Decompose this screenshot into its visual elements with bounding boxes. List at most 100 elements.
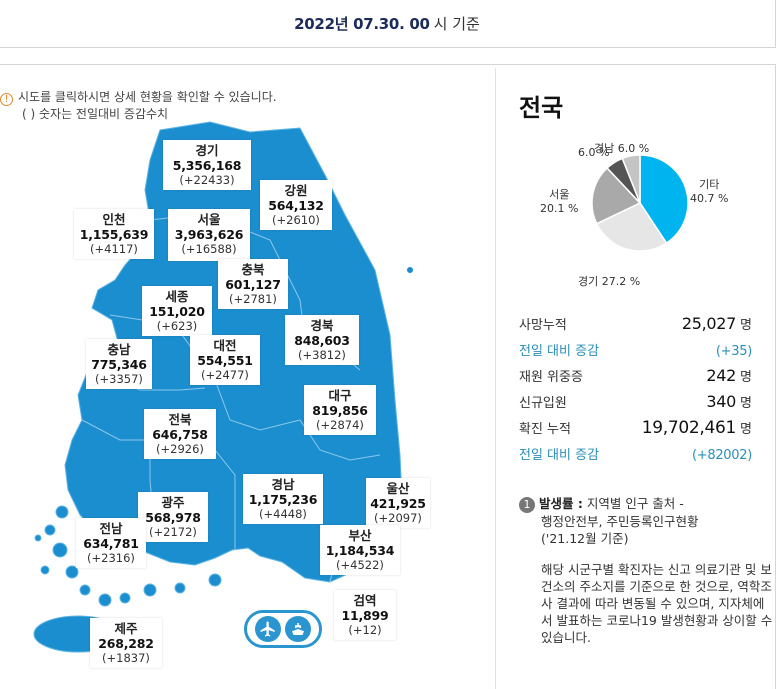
region-count: 5,356,168 bbox=[172, 158, 242, 173]
region-busan[interactable]: 부산 1,184,534 (+4522) bbox=[320, 525, 400, 575]
pie-label-etc: 기타 40.7 % bbox=[690, 178, 729, 205]
region-count: 601,127 bbox=[225, 277, 281, 292]
region-name: 인천 bbox=[102, 212, 126, 227]
note-line3: ('21.12월 기준) bbox=[541, 531, 629, 546]
region-count: 564,132 bbox=[268, 198, 324, 213]
region-change: (+2097) bbox=[374, 511, 422, 525]
incidence-note: 1 발생률 : 지역별 인구 출처 - 행정안전부, 주민등록인구현황 ('21.… bbox=[519, 495, 775, 646]
stat-label: 사망누적 bbox=[519, 318, 567, 333]
region-count: 646,758 bbox=[152, 427, 208, 442]
region-count: 554,551 bbox=[197, 353, 253, 368]
region-name: 울산 bbox=[386, 481, 410, 496]
region-name: 대구 bbox=[328, 388, 352, 403]
quarantine-icons[interactable] bbox=[244, 610, 322, 648]
region-change: (+2477) bbox=[201, 368, 249, 382]
stat-deaths-change: 전일 대비 증감 (+35) bbox=[519, 340, 752, 366]
note-body: 해당 시군구별 확진자는 신고 의료기관 및 보건소의 주소지를 기준으로 한 … bbox=[541, 562, 773, 645]
stat-unit: 명 bbox=[740, 422, 752, 437]
region-count: 151,020 bbox=[149, 304, 205, 319]
region-count: 3,963,626 bbox=[174, 227, 244, 242]
region-gwangju[interactable]: 광주 568,978 (+2172) bbox=[138, 492, 208, 542]
region-name: 경기 bbox=[195, 143, 219, 158]
region-jeju[interactable]: 제주 268,282 (+1837) bbox=[90, 618, 162, 668]
stat-value: 242 bbox=[706, 366, 737, 385]
region-ulsan[interactable]: 울산 421,925 (+2097) bbox=[366, 478, 430, 528]
region-name: 전북 bbox=[168, 412, 192, 427]
notice-line1: 시도를 클릭하시면 상세 현황을 확인할 수 있습니다. bbox=[18, 90, 277, 104]
region-name: 충남 bbox=[107, 342, 131, 357]
region-change: (+2781) bbox=[229, 292, 277, 306]
regional-pie-chart bbox=[591, 154, 689, 252]
pie-slice-2 bbox=[591, 166, 642, 225]
region-daegu[interactable]: 대구 819,856 (+2874) bbox=[304, 385, 376, 435]
stat-value: (+35) bbox=[715, 344, 752, 359]
region-count: 634,781 bbox=[83, 536, 139, 551]
region-chungnam[interactable]: 충남 775,346 (+3357) bbox=[86, 339, 152, 389]
region-name: 세종 bbox=[165, 289, 189, 304]
region-jeonnam[interactable]: 전남 634,781 (+2316) bbox=[76, 518, 146, 568]
stat-deaths: 사망누적 25,027 명 bbox=[519, 314, 752, 340]
stat-confirmed: 확진 누적 19,702,461 명 bbox=[519, 418, 752, 444]
pie-slice-4 bbox=[621, 154, 641, 204]
region-change: (+3357) bbox=[95, 372, 143, 386]
region-gyeongnam[interactable]: 경남 1,175,236 (+4448) bbox=[243, 474, 323, 524]
region-change: (+2172) bbox=[149, 525, 197, 539]
stat-label: 신규입원 bbox=[519, 396, 567, 411]
region-name: 전남 bbox=[99, 521, 123, 536]
region-change: (+1837) bbox=[102, 651, 150, 665]
region-quarantine[interactable]: 검역 11,899 (+12) bbox=[334, 590, 396, 640]
region-change: (+16588) bbox=[181, 242, 237, 256]
date-header: 2022년 07.30. 00 시 기준 bbox=[0, 0, 776, 48]
panel-title: 전국 bbox=[519, 94, 564, 122]
pie-label-gyeonggi: 경기 27.2 % bbox=[578, 275, 641, 288]
region-gyeongbuk[interactable]: 경북 848,603 (+3812) bbox=[285, 315, 359, 365]
airplane-icon bbox=[255, 616, 281, 642]
info-icon: ! bbox=[0, 93, 13, 106]
region-name: 부산 bbox=[348, 528, 372, 543]
region-name: 대전 bbox=[213, 338, 237, 353]
region-count: 1,175,236 bbox=[248, 492, 318, 507]
region-change: (+22433) bbox=[179, 173, 235, 187]
stat-value: 25,027 bbox=[681, 314, 737, 333]
region-daejeon[interactable]: 대전 554,551 (+2477) bbox=[190, 335, 260, 385]
panel-divider bbox=[495, 68, 496, 689]
region-chungbuk[interactable]: 충북 601,127 (+2781) bbox=[218, 259, 288, 309]
note-line2: 행정안전부, 주민등록인구현황 bbox=[541, 514, 699, 529]
region-jeonbuk[interactable]: 전북 646,758 (+2926) bbox=[144, 409, 216, 459]
region-name: 경북 bbox=[310, 318, 334, 333]
region-change: (+2926) bbox=[156, 442, 204, 456]
stat-new-admissions: 신규입원 340 명 bbox=[519, 392, 752, 418]
stat-value: 340 bbox=[706, 392, 737, 411]
region-sejong[interactable]: 세종 151,020 (+623) bbox=[142, 286, 212, 336]
region-count: 775,346 bbox=[91, 357, 147, 372]
stat-value: 19,702,461 bbox=[641, 418, 737, 438]
notice-line2: ( ) 숫자는 전일대비 증감수치 bbox=[22, 107, 169, 121]
national-stats: 사망누적 25,027 명 전일 대비 증감 (+35) 재원 위중증 242 명 … bbox=[519, 314, 752, 470]
region-incheon[interactable]: 인천 1,155,639 (+4117) bbox=[74, 209, 154, 259]
region-count: 568,978 bbox=[145, 510, 201, 525]
region-count: 819,856 bbox=[312, 403, 368, 418]
ship-icon bbox=[285, 616, 311, 642]
region-name: 충북 bbox=[241, 262, 265, 277]
region-change: (+4117) bbox=[90, 242, 138, 256]
region-change: (+623) bbox=[156, 319, 198, 333]
pie-label-gyeongnam: 경남 6.0 % bbox=[594, 142, 650, 155]
note-number-badge: 1 bbox=[519, 497, 535, 513]
region-gyeonggi[interactable]: 경기 5,356,168 (+22433) bbox=[163, 140, 251, 190]
stat-label: 재원 위중증 bbox=[519, 370, 583, 385]
region-seoul[interactable]: 서울 3,963,626 (+16588) bbox=[168, 209, 250, 261]
stat-label: 확진 누적 bbox=[519, 422, 571, 437]
region-name: 경남 bbox=[271, 477, 295, 492]
region-change: (+2874) bbox=[316, 418, 364, 432]
region-gangwon[interactable]: 강원 564,132 (+2610) bbox=[260, 180, 332, 230]
region-name: 서울 bbox=[197, 212, 221, 227]
region-name: 광주 bbox=[161, 495, 185, 510]
region-change: (+3812) bbox=[298, 348, 346, 362]
note-title: 발생률 : bbox=[539, 496, 583, 511]
stat-critical: 재원 위중증 242 명 bbox=[519, 366, 752, 392]
stat-unit: 명 bbox=[740, 318, 752, 333]
region-count: 268,282 bbox=[98, 636, 154, 651]
region-count: 11,899 bbox=[341, 608, 389, 623]
stat-confirmed-change: 전일 대비 증감 (+82002) bbox=[519, 444, 752, 470]
region-name: 강원 bbox=[284, 183, 308, 198]
